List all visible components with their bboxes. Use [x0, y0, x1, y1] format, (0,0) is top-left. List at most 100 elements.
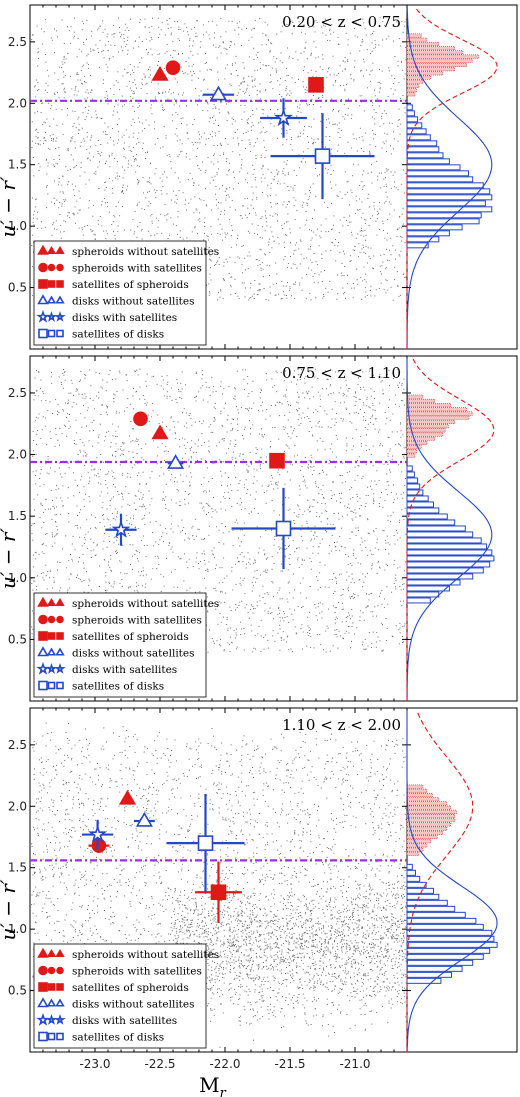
- galaxy-point: [128, 160, 130, 162]
- galaxy-point: [387, 169, 389, 171]
- galaxy-point: [190, 50, 192, 52]
- galaxy-point: [91, 514, 92, 516]
- galaxy-point: [81, 127, 83, 129]
- galaxy-point: [306, 547, 308, 549]
- galaxy-point: [292, 540, 294, 542]
- galaxy-point: [363, 581, 365, 583]
- galaxy-point: [134, 110, 135, 112]
- galaxy-point: [70, 554, 71, 555]
- galaxy-point: [72, 159, 74, 161]
- galaxy-point: [166, 219, 168, 221]
- galaxy-point: [294, 185, 296, 186]
- galaxy-point: [155, 541, 157, 543]
- galaxy-point: [283, 285, 285, 287]
- galaxy-point: [310, 540, 312, 542]
- galaxy-point: [98, 66, 100, 68]
- galaxy-point: [70, 26, 72, 28]
- galaxy-point: [169, 395, 171, 397]
- galaxy-point: [103, 230, 105, 232]
- galaxy-point: [64, 56, 66, 58]
- galaxy-point: [54, 28, 56, 30]
- galaxy-point: [179, 558, 181, 560]
- galaxy-point: [303, 258, 305, 260]
- galaxy-point: [402, 95, 404, 96]
- galaxy-point: [55, 521, 57, 523]
- galaxy-point: [383, 606, 385, 608]
- galaxy-point: [141, 122, 143, 124]
- galaxy-point: [203, 550, 205, 552]
- galaxy-point: [41, 527, 43, 529]
- galaxy-point: [182, 70, 184, 72]
- galaxy-point: [381, 172, 383, 174]
- galaxy-point: [135, 159, 137, 161]
- galaxy-point: [86, 409, 88, 411]
- galaxy-point: [260, 388, 262, 390]
- galaxy-point: [347, 626, 349, 628]
- galaxy-point: [391, 458, 393, 460]
- galaxy-point: [237, 234, 239, 236]
- galaxy-point: [158, 37, 159, 39]
- galaxy-point: [319, 602, 321, 604]
- galaxy-point: [347, 225, 349, 226]
- galaxy-point: [183, 72, 185, 74]
- galaxy-point: [382, 261, 384, 263]
- galaxy-point: [194, 142, 196, 144]
- galaxy-point: [49, 148, 51, 150]
- galaxy-point: [346, 514, 348, 516]
- galaxy-point: [91, 465, 93, 467]
- galaxy-point: [314, 209, 315, 211]
- galaxy-point: [182, 53, 183, 54]
- galaxy-point: [222, 239, 224, 241]
- galaxy-point: [384, 569, 386, 571]
- galaxy-point: [147, 152, 148, 154]
- galaxy-point: [230, 440, 232, 442]
- galaxy-point: [111, 570, 113, 572]
- galaxy-point: [76, 577, 77, 578]
- galaxy-point: [38, 170, 40, 171]
- galaxy-point: [205, 502, 207, 504]
- galaxy-point: [235, 62, 236, 64]
- galaxy-point: [320, 106, 322, 108]
- galaxy-point: [390, 153, 392, 155]
- galaxy-point: [77, 79, 79, 81]
- galaxy-point: [72, 560, 74, 562]
- galaxy-point: [208, 34, 210, 36]
- galaxy-point: [285, 67, 287, 69]
- galaxy-point: [352, 597, 354, 599]
- galaxy-point: [315, 480, 317, 482]
- galaxy-point: [296, 174, 298, 176]
- galaxy-point: [237, 137, 239, 139]
- galaxy-point: [363, 404, 365, 406]
- galaxy-point: [294, 551, 296, 553]
- galaxy-point: [326, 531, 327, 533]
- galaxy-point: [84, 452, 86, 454]
- galaxy-point: [289, 554, 291, 555]
- galaxy-point: [55, 427, 57, 429]
- galaxy-point: [196, 155, 198, 157]
- galaxy-point: [377, 561, 379, 562]
- galaxy-point: [202, 161, 204, 163]
- galaxy-point: [389, 469, 390, 471]
- galaxy-point: [390, 171, 392, 173]
- galaxy-point: [61, 61, 63, 63]
- galaxy-point: [85, 91, 87, 93]
- galaxy-point: [266, 490, 268, 492]
- galaxy-point: [215, 564, 217, 566]
- galaxy-point: [311, 538, 313, 540]
- galaxy-point: [77, 524, 78, 526]
- galaxy-point: [139, 22, 141, 24]
- galaxy-point: [380, 282, 382, 284]
- galaxy-point: [166, 43, 168, 45]
- galaxy-point: [244, 287, 246, 289]
- galaxy-point: [317, 449, 319, 451]
- galaxy-point: [115, 430, 117, 432]
- galaxy-point: [315, 20, 317, 22]
- galaxy-point: [210, 117, 211, 119]
- galaxy-point: [329, 181, 331, 183]
- blue-histogram-bin: [406, 182, 484, 189]
- galaxy-point: [208, 387, 210, 389]
- galaxy-point: [271, 556, 273, 558]
- galaxy-point: [180, 504, 182, 506]
- galaxy-point: [395, 258, 396, 260]
- galaxy-point: [389, 544, 391, 546]
